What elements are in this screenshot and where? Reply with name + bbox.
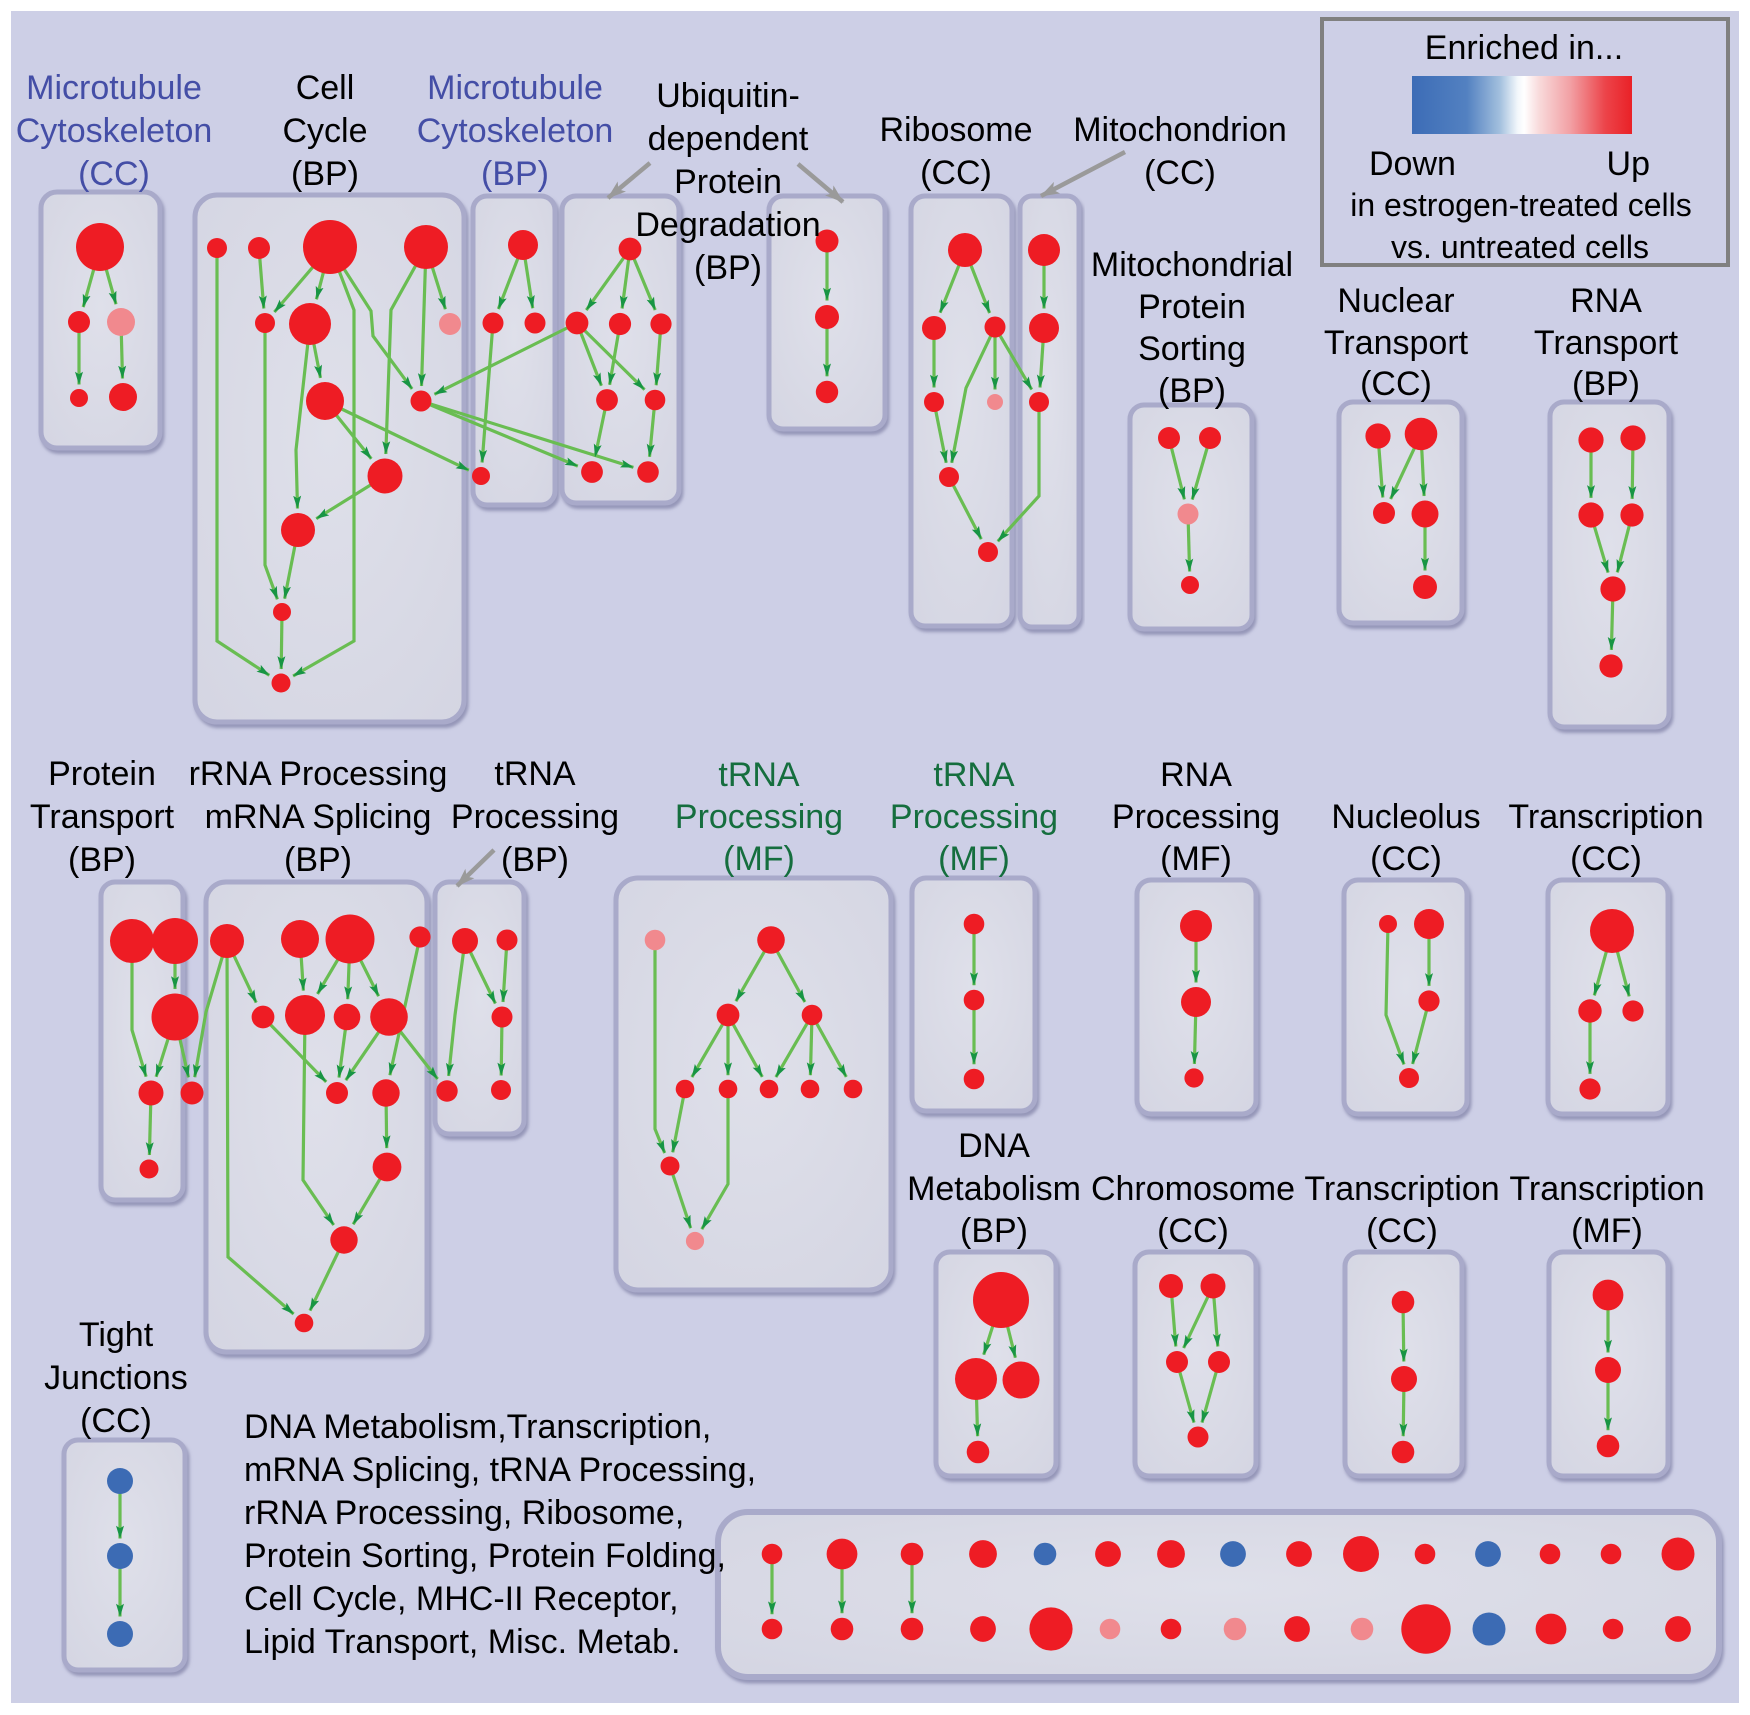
svg-text:rRNA Processing: rRNA Processing [189,755,448,793]
svg-text:tRNA: tRNA [718,756,800,794]
svg-text:Degradation: Degradation [635,206,820,244]
svg-text:Down: Down [1369,145,1456,183]
svg-text:tRNA: tRNA [494,755,576,793]
svg-text:Cytoskeleton: Cytoskeleton [417,112,614,150]
svg-text:Processing: Processing [890,798,1058,836]
svg-text:Cell: Cell [296,69,355,107]
svg-text:(MF): (MF) [1571,1212,1643,1250]
svg-text:RNA: RNA [1570,282,1642,320]
svg-text:dependent: dependent [648,120,809,158]
svg-text:(BP): (BP) [501,841,569,879]
svg-text:Transport: Transport [30,798,175,836]
svg-text:Protein: Protein [48,755,156,793]
svg-text:Tight: Tight [79,1316,154,1354]
svg-text:Lipid Transport, Misc. Metab.: Lipid Transport, Misc. Metab. [244,1623,681,1661]
svg-text:Sorting: Sorting [1138,330,1246,368]
svg-text:(CC): (CC) [1360,365,1432,403]
svg-text:Microtubule: Microtubule [427,69,603,107]
svg-text:Protein: Protein [1138,288,1246,326]
svg-text:Transcription: Transcription [1509,1170,1704,1208]
svg-text:tRNA: tRNA [933,756,1015,794]
svg-text:(BP): (BP) [1572,365,1640,403]
svg-text:Processing: Processing [675,798,843,836]
svg-text:Mitochondrion: Mitochondrion [1073,111,1287,149]
svg-text:Enriched in...: Enriched in... [1425,29,1623,67]
svg-text:DNA Metabolism,Transcription,: DNA Metabolism,Transcription, [244,1408,711,1446]
svg-text:(CC): (CC) [1157,1212,1229,1250]
svg-text:(CC): (CC) [1570,840,1642,878]
svg-text:Cycle: Cycle [282,112,367,150]
svg-text:Metabolism: Metabolism [907,1170,1081,1208]
svg-text:(CC): (CC) [920,154,992,192]
svg-text:Mitochondrial: Mitochondrial [1091,246,1293,284]
svg-text:(BP): (BP) [960,1212,1028,1250]
svg-text:Transport: Transport [1324,324,1469,362]
svg-text:(MF): (MF) [1160,840,1232,878]
svg-text:in estrogen-treated cells: in estrogen-treated cells [1350,187,1692,223]
svg-text:Ribosome: Ribosome [879,111,1032,149]
svg-text:RNA: RNA [1160,756,1232,794]
svg-text:(BP): (BP) [694,249,762,287]
svg-text:Junctions: Junctions [44,1359,188,1397]
svg-text:(BP): (BP) [1158,372,1226,410]
svg-text:vs. untreated cells: vs. untreated cells [1391,229,1649,265]
svg-text:(CC): (CC) [1370,840,1442,878]
svg-text:Protein: Protein [674,163,782,201]
svg-text:(BP): (BP) [481,155,549,193]
svg-text:Processing: Processing [1112,798,1280,836]
svg-text:rRNA Processing, Ribosome,: rRNA Processing, Ribosome, [244,1494,684,1532]
svg-text:Cell Cycle, MHC-II Receptor,: Cell Cycle, MHC-II Receptor, [244,1580,679,1618]
svg-text:(CC): (CC) [1366,1212,1438,1250]
svg-text:(CC): (CC) [80,1402,152,1440]
svg-text:Nucleolus: Nucleolus [1331,798,1480,836]
svg-text:(MF): (MF) [723,840,795,878]
svg-text:(BP): (BP) [291,155,359,193]
svg-text:(CC): (CC) [1144,154,1216,192]
svg-text:Transcription: Transcription [1304,1170,1499,1208]
svg-text:(CC): (CC) [78,155,150,193]
svg-text:Protein Sorting, Protein Foldi: Protein Sorting, Protein Folding, [244,1537,726,1575]
svg-text:Transcription: Transcription [1508,798,1703,836]
svg-text:Cytoskeleton: Cytoskeleton [16,112,213,150]
svg-text:mRNA Splicing, tRNA Processing: mRNA Splicing, tRNA Processing, [244,1451,756,1489]
svg-text:Processing: Processing [451,798,619,836]
svg-text:DNA: DNA [958,1127,1030,1165]
svg-text:Up: Up [1607,145,1650,183]
svg-text:Ubiquitin-: Ubiquitin- [656,77,800,115]
svg-text:(BP): (BP) [68,841,136,879]
svg-text:Microtubule: Microtubule [26,69,202,107]
svg-text:(MF): (MF) [938,840,1010,878]
svg-text:Chromosome: Chromosome [1091,1170,1295,1208]
svg-text:Nuclear: Nuclear [1337,282,1454,320]
svg-text:(BP): (BP) [284,841,352,879]
svg-text:mRNA Splicing: mRNA Splicing [205,798,432,836]
svg-text:Transport: Transport [1534,324,1679,362]
